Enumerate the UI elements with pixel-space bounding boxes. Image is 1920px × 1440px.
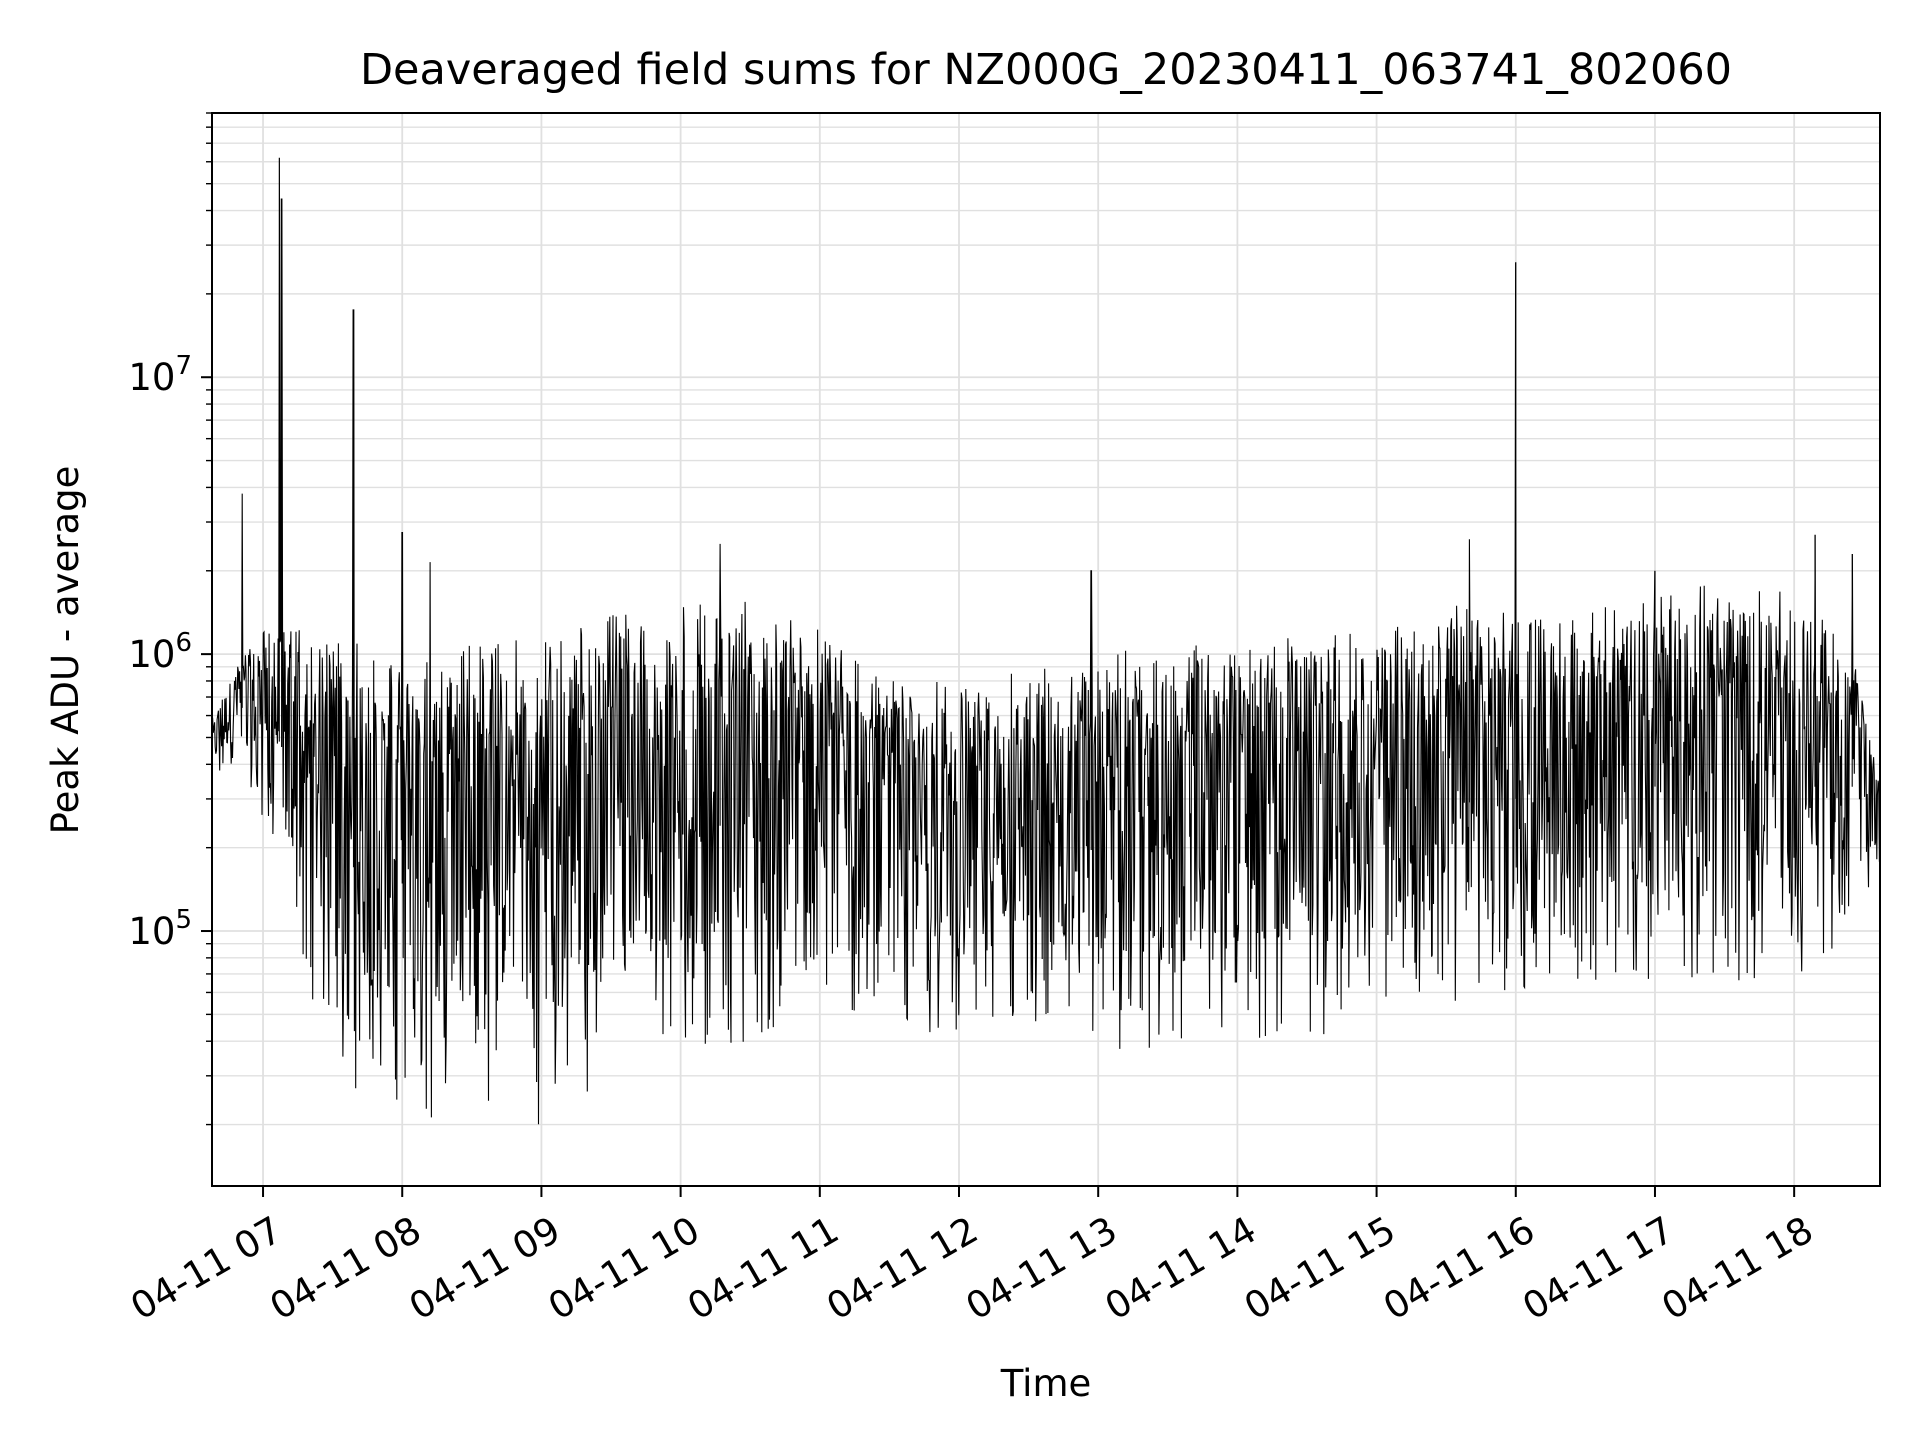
plot-frame	[211, 112, 1881, 1187]
y-tick-label: 107	[128, 351, 192, 399]
y-axis-label: Peak ADU - average	[44, 466, 87, 835]
series-line	[211, 157, 1881, 1125]
y-tick-label: 106	[128, 628, 192, 676]
y-ticks: 105 106 107	[128, 112, 212, 1126]
chart-title: Deaveraged field sums for NZ000G_2023041…	[360, 45, 1732, 95]
y-tick-label: 105	[128, 905, 192, 953]
x-axis-label: Time	[1000, 1362, 1092, 1405]
